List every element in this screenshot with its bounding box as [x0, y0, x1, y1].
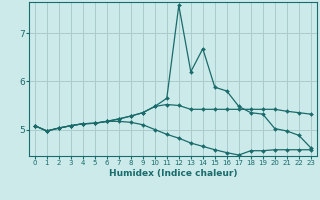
X-axis label: Humidex (Indice chaleur): Humidex (Indice chaleur)	[108, 169, 237, 178]
